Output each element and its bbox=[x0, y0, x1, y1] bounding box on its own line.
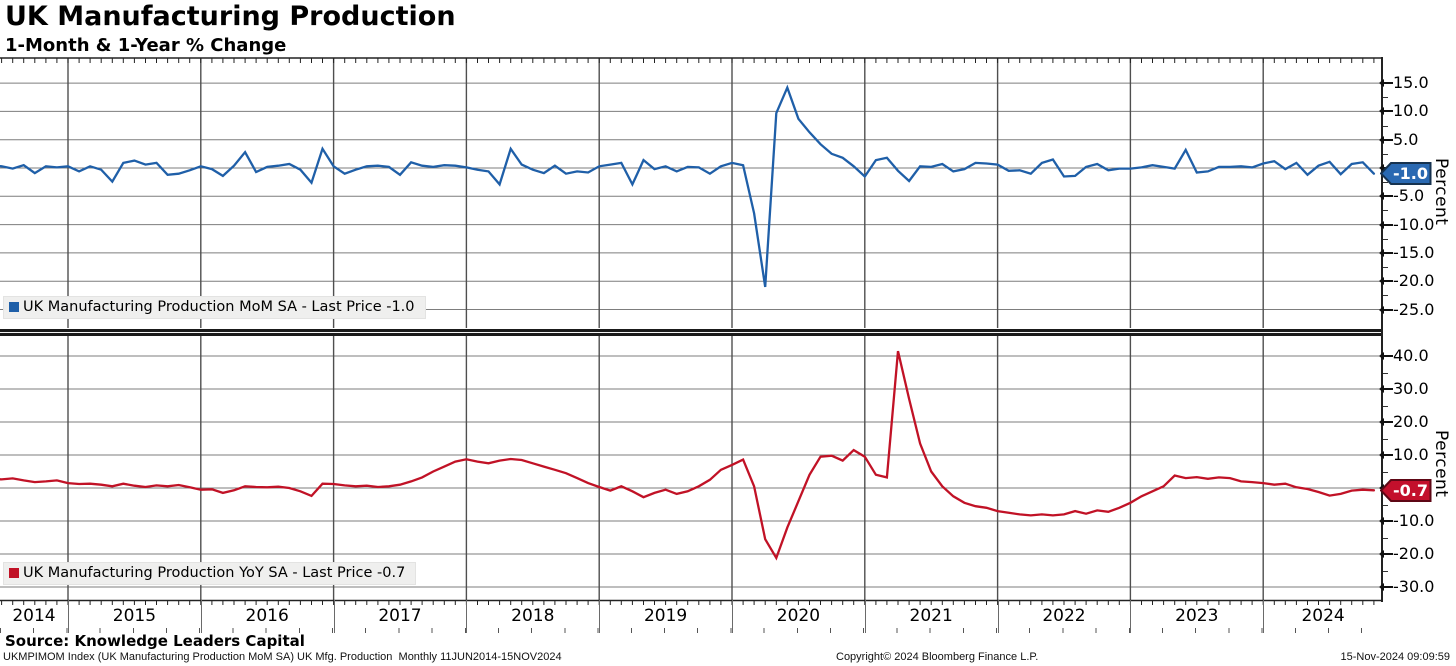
x-axis-year-label: 2017 bbox=[378, 606, 422, 626]
y-axis-major-tick bbox=[1379, 517, 1393, 525]
y-axis-major-tick bbox=[1379, 220, 1393, 229]
y-axis-tick-label: 15.0 bbox=[1393, 73, 1429, 93]
yoy-last-price-badge: -0.7 bbox=[1380, 478, 1432, 503]
x-axis-year-label: 2016 bbox=[245, 606, 289, 626]
y-axis-minor-tick bbox=[1383, 405, 1388, 407]
mom-last-price-value: -1.0 bbox=[1393, 164, 1428, 184]
y-axis-tick-label: 40.0 bbox=[1393, 346, 1429, 366]
right-y-axis-line bbox=[1381, 57, 1383, 602]
x-axis-year-label: 2015 bbox=[112, 606, 157, 626]
x-axis-year-label: 2022 bbox=[1042, 606, 1086, 626]
y-axis-tick-label: -15.0 bbox=[1393, 243, 1435, 263]
mom-chart-plot[interactable] bbox=[0, 57, 1383, 328]
mom-legend-label: UK Manufacturing Production MoM SA - Las… bbox=[23, 299, 415, 315]
page-title: UK Manufacturing Production bbox=[5, 1, 456, 32]
x-axis-year-separator bbox=[997, 600, 999, 633]
x-axis-year-separator bbox=[599, 600, 601, 633]
y-axis-major-tick bbox=[1379, 135, 1393, 144]
ticker-info: UKMPIMOM Index (UK Manufacturing Product… bbox=[3, 651, 562, 663]
x-axis-year-label: 2020 bbox=[776, 606, 821, 626]
mom-legend-marker-icon bbox=[9, 302, 19, 312]
x-axis-year-separator bbox=[1130, 600, 1132, 633]
y-axis-tick-label: 30.0 bbox=[1393, 379, 1429, 399]
x-axis-minor-ticks bbox=[0, 628, 1383, 633]
x-axis-year-label: 2018 bbox=[511, 606, 555, 626]
x-axis-year-separator bbox=[864, 600, 866, 633]
mom-legend: UK Manufacturing Production MoM SA - Las… bbox=[3, 296, 426, 319]
x-axis-year-separator bbox=[732, 600, 733, 633]
y-axis-major-tick bbox=[1379, 583, 1393, 591]
x-axis-year-label: 2019 bbox=[643, 606, 688, 626]
y-axis-tick-label: 5.0 bbox=[1393, 129, 1419, 149]
timestamp: 15-Nov-2024 09:09:59 bbox=[1340, 651, 1450, 663]
y-axis-minor-tick bbox=[1383, 504, 1388, 506]
x-axis-year-separator bbox=[333, 600, 335, 633]
y-axis-tick-label: -10.0 bbox=[1393, 214, 1435, 234]
y-axis-major-tick bbox=[1379, 550, 1393, 558]
source-line: Source: Knowledge Leaders Capital bbox=[5, 632, 305, 650]
y-axis-minor-tick bbox=[1383, 471, 1388, 473]
y-axis-major-tick bbox=[1379, 277, 1393, 286]
y-axis-tick-label: -20.0 bbox=[1393, 271, 1435, 291]
x-axis-year-label: 2021 bbox=[909, 606, 953, 626]
y-axis-minor-tick bbox=[1383, 372, 1388, 374]
y-axis-tick-label: -5.0 bbox=[1393, 186, 1425, 206]
y-axis-tick-label: -30.0 bbox=[1393, 577, 1435, 597]
y-axis-tick-label: 20.0 bbox=[1393, 412, 1429, 432]
panel-divider bbox=[0, 329, 1383, 336]
y-axis-minor-tick bbox=[1383, 97, 1388, 99]
y-axis-major-tick bbox=[1379, 79, 1393, 88]
x-axis-year-separator bbox=[1263, 600, 1265, 633]
y-axis-minor-tick bbox=[1383, 210, 1388, 212]
bottom-y-axis-title: Percent bbox=[1431, 430, 1451, 498]
y-axis-tick-label: -25.0 bbox=[1393, 299, 1435, 319]
yoy-legend-marker-icon bbox=[9, 568, 19, 578]
y-axis-major-tick bbox=[1379, 305, 1393, 314]
y-axis-minor-tick bbox=[1383, 570, 1388, 572]
y-axis-major-tick bbox=[1379, 451, 1393, 459]
y-axis-tick-label: -20.0 bbox=[1393, 544, 1435, 564]
y-axis-minor-tick bbox=[1383, 438, 1388, 440]
y-axis-minor-tick bbox=[1383, 295, 1388, 297]
x-axis-year-separator bbox=[200, 600, 202, 633]
x-axis-year-label: 2023 bbox=[1175, 606, 1219, 626]
y-axis-minor-tick bbox=[1383, 267, 1388, 269]
badge-arrow-icon bbox=[1380, 478, 1432, 502]
y-axis-tick-label: 10.0 bbox=[1393, 101, 1429, 121]
y-axis-minor-tick bbox=[1383, 182, 1388, 184]
yoy-legend-label: UK Manufacturing Production YoY SA - Las… bbox=[23, 565, 406, 581]
y-axis-minor-tick bbox=[1383, 537, 1388, 539]
x-axis-year-separator bbox=[68, 600, 69, 633]
yoy-legend: UK Manufacturing Production YoY SA - Las… bbox=[3, 562, 417, 585]
y-axis-major-tick bbox=[1379, 107, 1393, 116]
y-axis-major-tick bbox=[1379, 385, 1393, 393]
y-axis-major-tick bbox=[1379, 192, 1393, 201]
copyright-text: Copyright© 2024 Bloomberg Finance L.P. bbox=[836, 651, 1039, 663]
yoy-last-price-value: -0.7 bbox=[1393, 480, 1428, 500]
x-axis-year-label: 2014 bbox=[12, 606, 56, 626]
x-axis-year-separator bbox=[466, 600, 468, 633]
y-axis-tick-label: 10.0 bbox=[1393, 445, 1429, 465]
yoy-chart-plot[interactable] bbox=[0, 336, 1383, 605]
y-axis-minor-tick bbox=[1383, 238, 1388, 240]
y-axis-major-tick bbox=[1379, 352, 1393, 360]
x-axis-year-label: 2024 bbox=[1301, 606, 1345, 626]
y-axis-major-tick bbox=[1379, 418, 1393, 426]
y-axis-minor-tick bbox=[1383, 153, 1388, 155]
page-subtitle: 1-Month & 1-Year % Change bbox=[5, 35, 287, 56]
badge-arrow-icon bbox=[1380, 162, 1432, 186]
y-axis-minor-tick bbox=[1383, 125, 1388, 127]
y-axis-major-tick bbox=[1379, 248, 1393, 257]
mom-last-price-badge: -1.0 bbox=[1380, 161, 1432, 186]
top-y-axis-title: Percent bbox=[1431, 158, 1451, 226]
y-axis-tick-label: -10.0 bbox=[1393, 511, 1435, 531]
